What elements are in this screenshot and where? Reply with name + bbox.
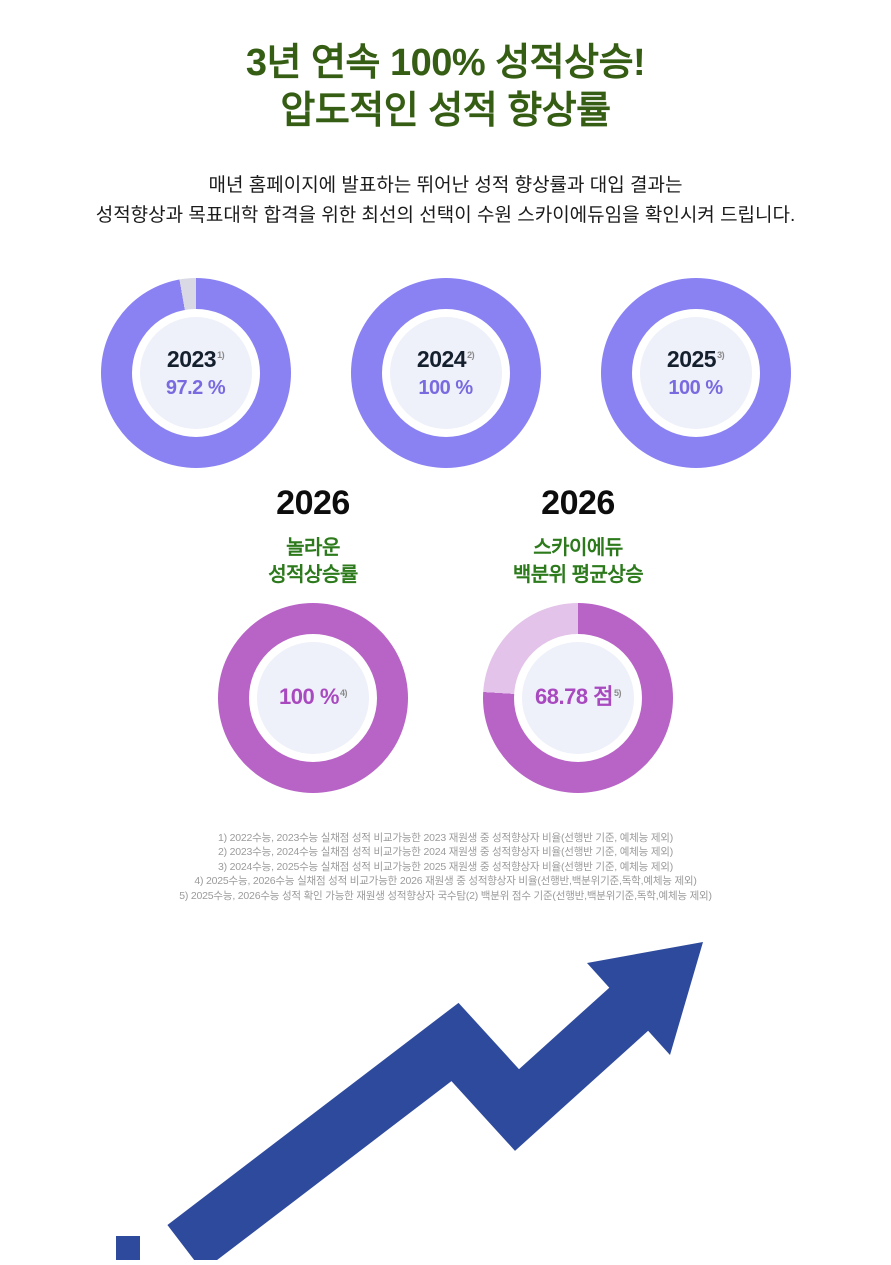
arrow-tail-square [116, 1236, 140, 1260]
donut-value-label: 100 %4) [279, 684, 348, 710]
donut-center: 100 %4) [257, 641, 369, 754]
donut-2025: 20253) 100 % [600, 277, 791, 468]
column-2026-rate: 2026 놀라운 성적상승률 100 %4) [193, 484, 433, 793]
title-line-1: 3년 연속 100% 성적상승! [245, 42, 646, 84]
donut-year-label: 20242) [416, 345, 475, 372]
donut-value-label: 97.2 % [165, 376, 226, 399]
donut-center: 20231) 97.2 % [139, 316, 252, 429]
footnote-ref: 5) [613, 688, 622, 699]
column-2026-percentile: 2026 스카이에듀 백분위 평균상승 68.78 점5) [458, 484, 698, 793]
footnote-line: 5) 2025수능, 2026수능 성적 확인 가능한 재원생 성적향상자 국수… [179, 889, 712, 902]
donut-year-label: 20231) [166, 345, 225, 372]
footnote-ref: 4) [339, 688, 348, 699]
donut-2024: 20242) 100 % [350, 277, 541, 468]
chart-label: 스카이에듀 백분위 평균상승 [512, 536, 644, 586]
growth-arrow-graphic [116, 942, 703, 1265]
title-line-2: 압도적인 성적 향상률 [280, 89, 611, 132]
growth-arrow [0, 930, 891, 1265]
footnote-line: 4) 2025수능, 2026수능 실채점 성적 비교가능한 2026 재원생 … [194, 875, 697, 888]
donut-center: 20242) 100 % [389, 316, 502, 429]
donut-value-label: 68.78 점5) [535, 684, 622, 710]
footnote-ref: 2) [467, 350, 475, 361]
donut-year-label: 20253) [666, 345, 725, 372]
donut-value-label: 100 % [418, 376, 473, 399]
footnote-line: 2) 2023수능, 2024수능 실채점 성적 비교가능한 2024 재원생 … [217, 846, 674, 859]
page-title: 3년 연속 100% 성적상승! 압도적인 성적 향상률 [0, 0, 891, 135]
page-subtitle: 매년 홈페이지에 발표하는 뛰어난 성적 향상률과 대입 결과는 성적향상과 목… [0, 171, 891, 232]
footnotes: 1) 2022수능, 2023수능 실채점 성적 비교가능한 2023 재원생 … [0, 831, 891, 903]
footnote-line: 1) 2022수능, 2023수능 실채점 성적 비교가능한 2023 재원생 … [217, 831, 674, 844]
year-heading: 2026 [276, 483, 350, 522]
year-heading: 2026 [541, 483, 615, 522]
donut-row-bottom: 2026 놀라운 성적상승률 100 %4) 2026 스카이에듀 백분위 평균… [0, 484, 891, 793]
donut-2026-rate: 100 %4) [218, 602, 408, 793]
subtitle-line-2: 성적향상과 목표대학 합격을 위한 최선의 선택이 수원 스카이에듀임을 확인시… [95, 205, 796, 227]
footnote-ref: 1) [217, 350, 225, 361]
donut-2026-percentile: 68.78 점5) [483, 602, 673, 793]
arrow-head [587, 942, 703, 1055]
donut-2023: 20231) 97.2 % [100, 277, 291, 468]
chart-label: 놀라운 성적상승률 [268, 536, 358, 586]
footnote-ref: 3) [717, 350, 725, 361]
donut-row-top: 20231) 97.2 % 20242) 100 % 20253) 100 % [0, 277, 891, 468]
arrow-line [167, 987, 649, 1265]
donut-center: 20253) 100 % [639, 316, 752, 429]
donut-value-label: 100 % [668, 376, 723, 399]
donut-center: 68.78 점5) [522, 641, 634, 754]
footnote-line: 3) 2024수능, 2025수능 실채점 성적 비교가능한 2025 재원생 … [217, 860, 674, 873]
subtitle-line-1: 매년 홈페이지에 발표하는 뛰어난 성적 향상률과 대입 결과는 [208, 175, 683, 196]
